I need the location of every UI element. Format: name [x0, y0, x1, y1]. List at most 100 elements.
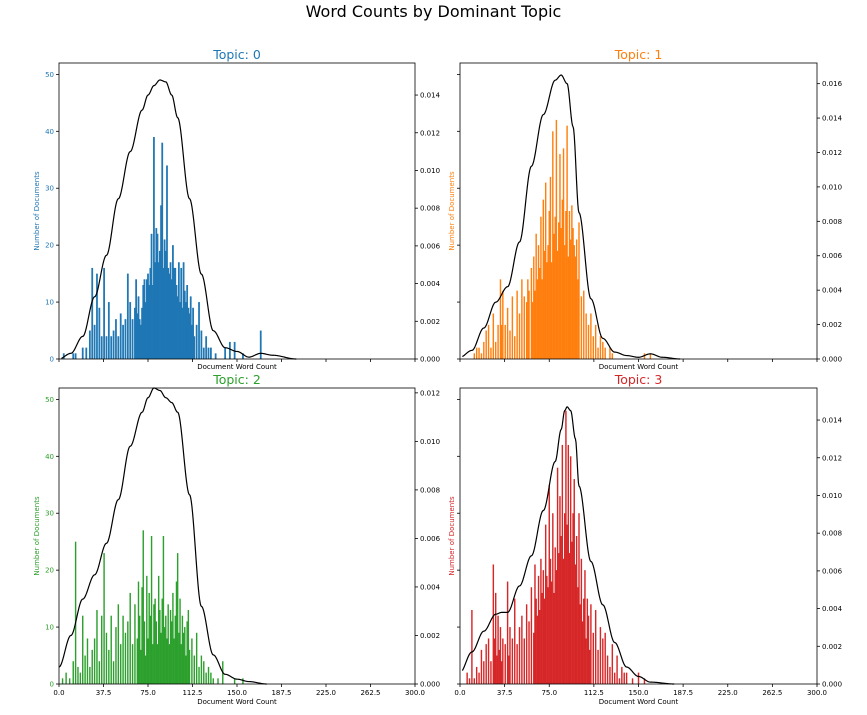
topic-2-bar [174, 615, 176, 684]
topic-1-bar [492, 313, 495, 359]
topic-1-y2tick-label: 0.004 [822, 287, 843, 295]
topic-1-y2tick-label: 0.002 [822, 321, 842, 329]
topic-3-bar [586, 598, 589, 684]
topic-3-bar [494, 592, 497, 684]
topic-1-bar [548, 211, 550, 359]
topic-3-bar [500, 661, 503, 684]
topic-2-bar [112, 661, 115, 684]
topic-0-bar [176, 296, 179, 359]
topic-2-bar [150, 536, 153, 684]
topic-3-bar [511, 638, 514, 684]
topic-1-y2tick-label: 0.006 [822, 252, 843, 260]
topic-2-bar [84, 655, 86, 684]
topic-2-xtick-label: 0.0 [53, 689, 64, 697]
topic-1-bar [541, 279, 543, 359]
topic-0-bar [180, 267, 183, 359]
topic-1-bar [609, 347, 611, 359]
topic-0-y2tick-label: 0.008 [420, 205, 440, 213]
topic-3-bar [625, 672, 628, 684]
topic-0-bar [169, 262, 172, 359]
topic-2-bar [176, 553, 179, 684]
topic-1-bar [604, 347, 606, 359]
topic-2-bar [65, 672, 67, 684]
topic-3-bar [548, 484, 550, 684]
topic-2-y2tick-label: 0.002 [420, 632, 440, 640]
topic-0-y2tick-label: 0.006 [420, 242, 441, 250]
topic-1-bar [590, 313, 592, 359]
topic-1-bar [514, 336, 516, 359]
topic-0-bar [185, 302, 187, 359]
topic-3-bar [558, 553, 560, 684]
topic-3-bar [567, 444, 570, 684]
topic-1-bar [475, 347, 478, 359]
topic-3-bar [546, 575, 548, 684]
topic-0-bar [172, 245, 174, 359]
topic-2-bar [89, 666, 91, 684]
topic-3-bar [559, 496, 561, 684]
topic-1-bar [559, 154, 561, 359]
topic-0-bar [179, 302, 181, 359]
topic-0-bar [191, 324, 193, 359]
topic-2-bar [129, 592, 131, 684]
topic-0-bar [198, 302, 200, 359]
topic-3-bar [490, 661, 492, 684]
topic-3-bar [504, 644, 506, 684]
topic-0-bar [192, 307, 194, 359]
topic-3-bar [533, 632, 535, 684]
topic-0-bar [170, 279, 173, 359]
topic-1-bar [504, 324, 506, 359]
topic-2-bar [179, 598, 181, 684]
topic-3-bar [562, 558, 565, 684]
topic-3-bar [508, 655, 510, 684]
topic-2-bar [136, 638, 139, 684]
topic-2-bar [141, 587, 143, 684]
topic-2-xlabel: Document Word Count [197, 698, 277, 706]
topic-2-bar [181, 615, 184, 684]
topic-1-bar [523, 296, 525, 359]
topic-3-bar [540, 558, 542, 684]
topic-2-bar [156, 644, 159, 684]
topic-1-bar [597, 347, 599, 359]
topic-2-bar [193, 655, 195, 684]
topic-3-bar [542, 570, 545, 684]
topic-2-bar [161, 598, 163, 684]
topic-3-bar [553, 592, 555, 684]
topic-3-bar [498, 649, 500, 684]
topic-0-density-line [61, 79, 297, 360]
topic-1-bar [571, 205, 573, 359]
topic-0-bar [124, 319, 127, 359]
topic-2-bar [149, 615, 152, 684]
topic-2-bar [115, 627, 117, 684]
topic-1-bar [543, 250, 546, 359]
topic-3-y2tick-label: 0.006 [822, 567, 843, 575]
topic-0-bar [139, 324, 142, 359]
topic-2-bar [131, 644, 134, 684]
topic-0-bar [134, 307, 136, 359]
topic-2-bar [142, 530, 144, 684]
topic-2-bar [173, 638, 175, 684]
topic-2-bar [188, 649, 191, 684]
topic-2-bar [186, 621, 188, 684]
topic-0-bar [143, 279, 146, 359]
topic-1-y2tick-label: 0.012 [822, 149, 842, 157]
topic-0-bar [126, 273, 129, 359]
topic-3-bar [577, 587, 579, 684]
topic-3-bar [492, 564, 495, 684]
topic-2-xtick-label: 75.0 [140, 689, 156, 697]
topic-0-bar [158, 250, 161, 359]
topic-3-bar [502, 638, 504, 684]
topic-0-y2tick-label: 0.004 [420, 280, 441, 288]
topic-3-bar [631, 678, 634, 684]
topic-3-bar [599, 627, 602, 684]
topic-0-bar [155, 228, 158, 359]
topic-3-bar [496, 655, 498, 684]
topic-2-bar [103, 553, 105, 684]
topic-2-y2tick-label: 0.006 [420, 535, 441, 543]
topic-0-bar [131, 319, 134, 359]
topic-0-bar [167, 267, 170, 359]
topic-1-title: Topic: 1 [614, 47, 663, 62]
topic-0-bar [183, 290, 186, 359]
topic-0-bar [117, 336, 120, 359]
topic-2-bar [191, 638, 193, 684]
